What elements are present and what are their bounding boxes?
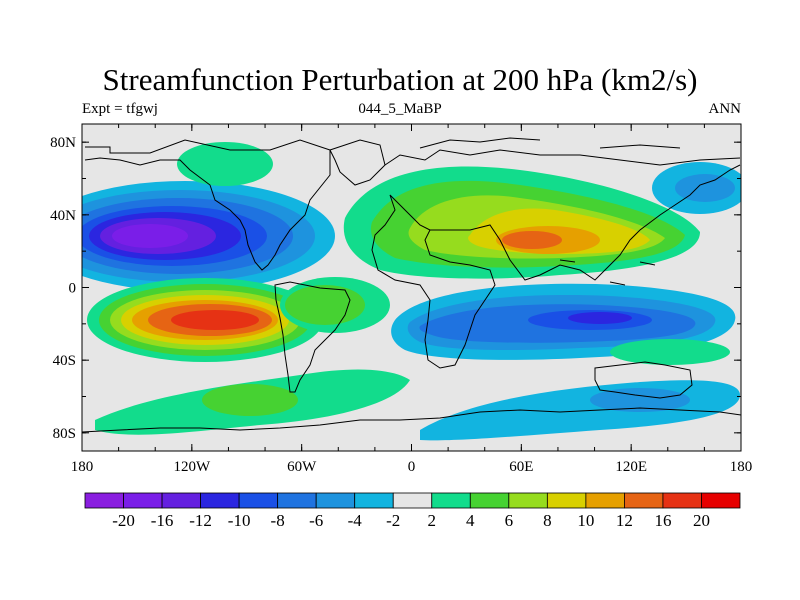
colorbar-swatch (431, 492, 471, 509)
colorbar-label: -4 (348, 511, 363, 530)
coastlines (82, 137, 741, 433)
colorbar-swatch (315, 492, 356, 509)
colorbar-swatch (624, 492, 664, 509)
colorbar-swatch (200, 492, 240, 509)
y-tick-label: 80S (53, 426, 76, 442)
australia-coast (594, 361, 693, 399)
colorbar-label: -10 (228, 511, 251, 530)
greenland-coast (329, 139, 386, 186)
case-label: 044_5_MaBP (358, 101, 442, 117)
y-tick-label: 80N (50, 135, 76, 151)
colorbar-swatch (469, 492, 510, 509)
ne-asia-low-core (675, 174, 735, 202)
colorbar-label: -12 (189, 511, 212, 530)
x-tick-label: 120E (615, 459, 647, 475)
contour-fill-layer (82, 142, 741, 441)
colorbar-label: -2 (386, 511, 400, 530)
y-tick-label: 0 (69, 281, 77, 297)
colorbar-label: -20 (112, 511, 135, 530)
experiment-label: Expt = tfgwj (82, 101, 158, 117)
southern-ocean-band (95, 369, 410, 435)
colorbar-label: -6 (309, 511, 323, 530)
indian-ocean-low (391, 283, 736, 360)
colorbar-swatch (161, 492, 201, 509)
colorbar-swatch (392, 492, 433, 509)
asia-coast (430, 164, 741, 281)
ne-pacific-blob (177, 142, 273, 186)
colorbar-swatch (508, 492, 548, 509)
y-tick-label: 40N (50, 208, 76, 224)
y-tick-label: 40S (53, 353, 76, 369)
season-label: ANN (708, 101, 742, 117)
colorbar-label: 2 (428, 511, 437, 530)
colorbar-swatch (84, 492, 124, 509)
x-tick-label: 60E (509, 459, 533, 475)
colorbar-label: 4 (466, 511, 475, 530)
southern-ocean-low (420, 380, 740, 441)
x-tick-label: 60W (287, 459, 317, 475)
colorbar-label: 20 (693, 511, 710, 530)
x-tick-label: 180 (730, 459, 753, 475)
colorbar-swatch (123, 492, 163, 509)
colorbar: -20 -16 -12 -10 -8 -6 -4 -2 2 4 6 8 10 12 16 20 (84, 492, 741, 530)
colorbar-label: 10 (577, 511, 594, 530)
colorbar-label: 8 (543, 511, 552, 530)
x-axis: 180 120W 60W 0 60E 120E 180 (71, 124, 753, 475)
antarctica-coast (82, 407, 741, 433)
colorbar-label: 12 (616, 511, 633, 530)
north-america-coast (84, 139, 331, 271)
south-america-core (285, 285, 365, 325)
x-tick-label: 0 (408, 459, 416, 475)
tropical-pacific-high (87, 278, 323, 362)
colorbar-swatch (277, 492, 317, 509)
north-pacific-low (82, 181, 335, 291)
plot-title: Streamfunction Perturbation at 200 hPa (… (102, 62, 698, 97)
colorbar-swatch (585, 492, 625, 509)
australia-high (610, 339, 730, 365)
colorbar-swatch (662, 492, 702, 509)
x-tick-label: 120W (173, 459, 211, 475)
europe-africa-coast (371, 149, 741, 369)
colorbar-swatch (238, 492, 279, 509)
x-tick-label: 180 (71, 459, 94, 475)
colorbar-swatch (701, 492, 741, 509)
colorbar-swatch (354, 492, 394, 509)
eurasian-high (343, 166, 700, 279)
colorbar-label: -8 (271, 511, 285, 530)
colorbar-label: 6 (505, 511, 514, 530)
y-axis: 80N 40N 0 40S 80S (50, 135, 741, 442)
colorbar-label: 16 (654, 511, 671, 530)
arctic-islands (419, 137, 681, 286)
colorbar-swatch (546, 492, 587, 509)
colorbar-label: -16 (151, 511, 174, 530)
south-america-coast (274, 281, 351, 393)
